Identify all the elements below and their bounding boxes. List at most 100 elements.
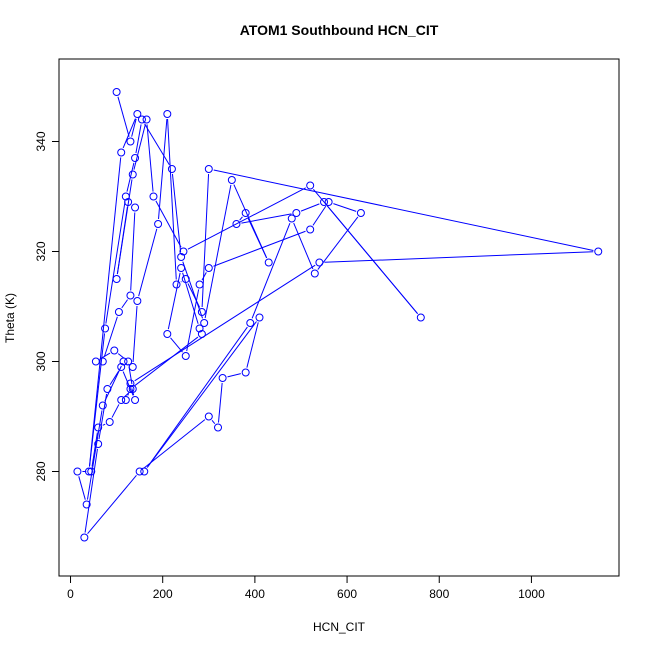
data-point	[124, 198, 133, 206]
data-point	[246, 319, 255, 327]
data-point	[84, 467, 93, 476]
data-point	[218, 374, 227, 382]
data-point	[131, 154, 140, 162]
data-point	[112, 88, 121, 96]
data-point	[197, 308, 206, 316]
data-point	[204, 165, 213, 173]
data-point	[324, 198, 333, 206]
data-point	[117, 396, 126, 404]
data-point	[117, 148, 126, 157]
series-segment	[146, 321, 257, 468]
series-segment	[105, 201, 126, 324]
data-point	[287, 214, 296, 223]
data-point	[416, 313, 425, 322]
series-segment	[300, 203, 320, 212]
data-point	[195, 324, 204, 333]
series-segment	[171, 173, 182, 253]
x-tick-label: 1000	[518, 587, 545, 601]
data-point	[264, 258, 273, 267]
series-segment	[186, 289, 200, 352]
series-segment	[182, 272, 199, 324]
series-segment	[167, 118, 177, 280]
series-segment	[158, 118, 168, 220]
y-tick-label: 320	[34, 241, 48, 261]
data-point	[204, 412, 213, 421]
series-segment	[130, 212, 136, 291]
series-segment	[134, 336, 199, 387]
series-segment	[211, 420, 216, 424]
series-segment	[333, 203, 357, 212]
series-segment	[135, 124, 142, 154]
series-segment	[187, 283, 201, 308]
data-point	[167, 165, 176, 173]
series-segment	[122, 371, 134, 396]
series-segment	[91, 432, 98, 467]
series-segment	[241, 213, 292, 224]
data-point	[195, 280, 204, 289]
series-segment	[116, 206, 128, 275]
data-point	[154, 220, 163, 228]
data-point	[110, 346, 119, 355]
series-segment	[84, 448, 98, 533]
data-point	[179, 247, 188, 256]
series-segment	[144, 123, 170, 165]
series-segment	[89, 333, 106, 467]
data-point	[163, 330, 172, 338]
series-segment	[132, 305, 138, 363]
series-segment	[78, 476, 86, 500]
data-point	[172, 280, 181, 289]
data-point	[128, 170, 137, 179]
data-point	[124, 357, 133, 366]
x-axis-label: HCN_CIT	[313, 620, 366, 634]
series-segment	[204, 184, 232, 319]
data-point	[119, 357, 128, 366]
series-segment	[88, 157, 122, 467]
y-axis-label: Theta (K)	[3, 293, 17, 343]
data-point	[101, 324, 110, 333]
data-point	[181, 352, 190, 360]
data-point	[227, 176, 236, 184]
data-point	[128, 363, 137, 371]
series-segment	[124, 392, 130, 397]
data-point	[126, 379, 135, 388]
series-segment	[131, 118, 137, 137]
series-segment	[182, 261, 204, 319]
series-segment	[127, 393, 129, 396]
data-point	[87, 467, 96, 476]
series-segment	[313, 189, 418, 314]
data-point	[73, 467, 82, 476]
series-segment	[86, 410, 103, 500]
data-point	[200, 319, 209, 327]
series-segment	[146, 124, 154, 192]
series-segment	[87, 475, 137, 534]
chart-title: ATOM1 Southbound HCN_CIT	[240, 22, 439, 38]
data-point	[356, 209, 365, 217]
series-segment	[98, 393, 108, 440]
series-segment	[217, 382, 223, 423]
series-segment	[155, 200, 182, 248]
data-point	[131, 396, 140, 404]
series-segment	[122, 118, 136, 149]
data-point	[315, 258, 324, 267]
data-point	[80, 533, 89, 542]
x-tick-label: 0	[67, 587, 74, 601]
data-point	[149, 192, 158, 201]
series-segment	[247, 217, 268, 259]
series-segment	[201, 272, 207, 281]
series-segment	[227, 373, 241, 378]
data-point	[117, 363, 126, 371]
data-point	[306, 225, 315, 234]
series-0	[73, 88, 603, 542]
series-segment	[128, 366, 133, 385]
series-segment	[324, 251, 594, 263]
data-point	[126, 291, 135, 300]
data-point	[292, 209, 301, 217]
series-segment	[213, 169, 594, 251]
data-point	[241, 209, 250, 217]
data-point	[232, 220, 241, 228]
data-point	[135, 467, 144, 476]
x-axis: 0 200 400 600 800 1000	[67, 575, 545, 601]
series-segment	[251, 222, 291, 319]
